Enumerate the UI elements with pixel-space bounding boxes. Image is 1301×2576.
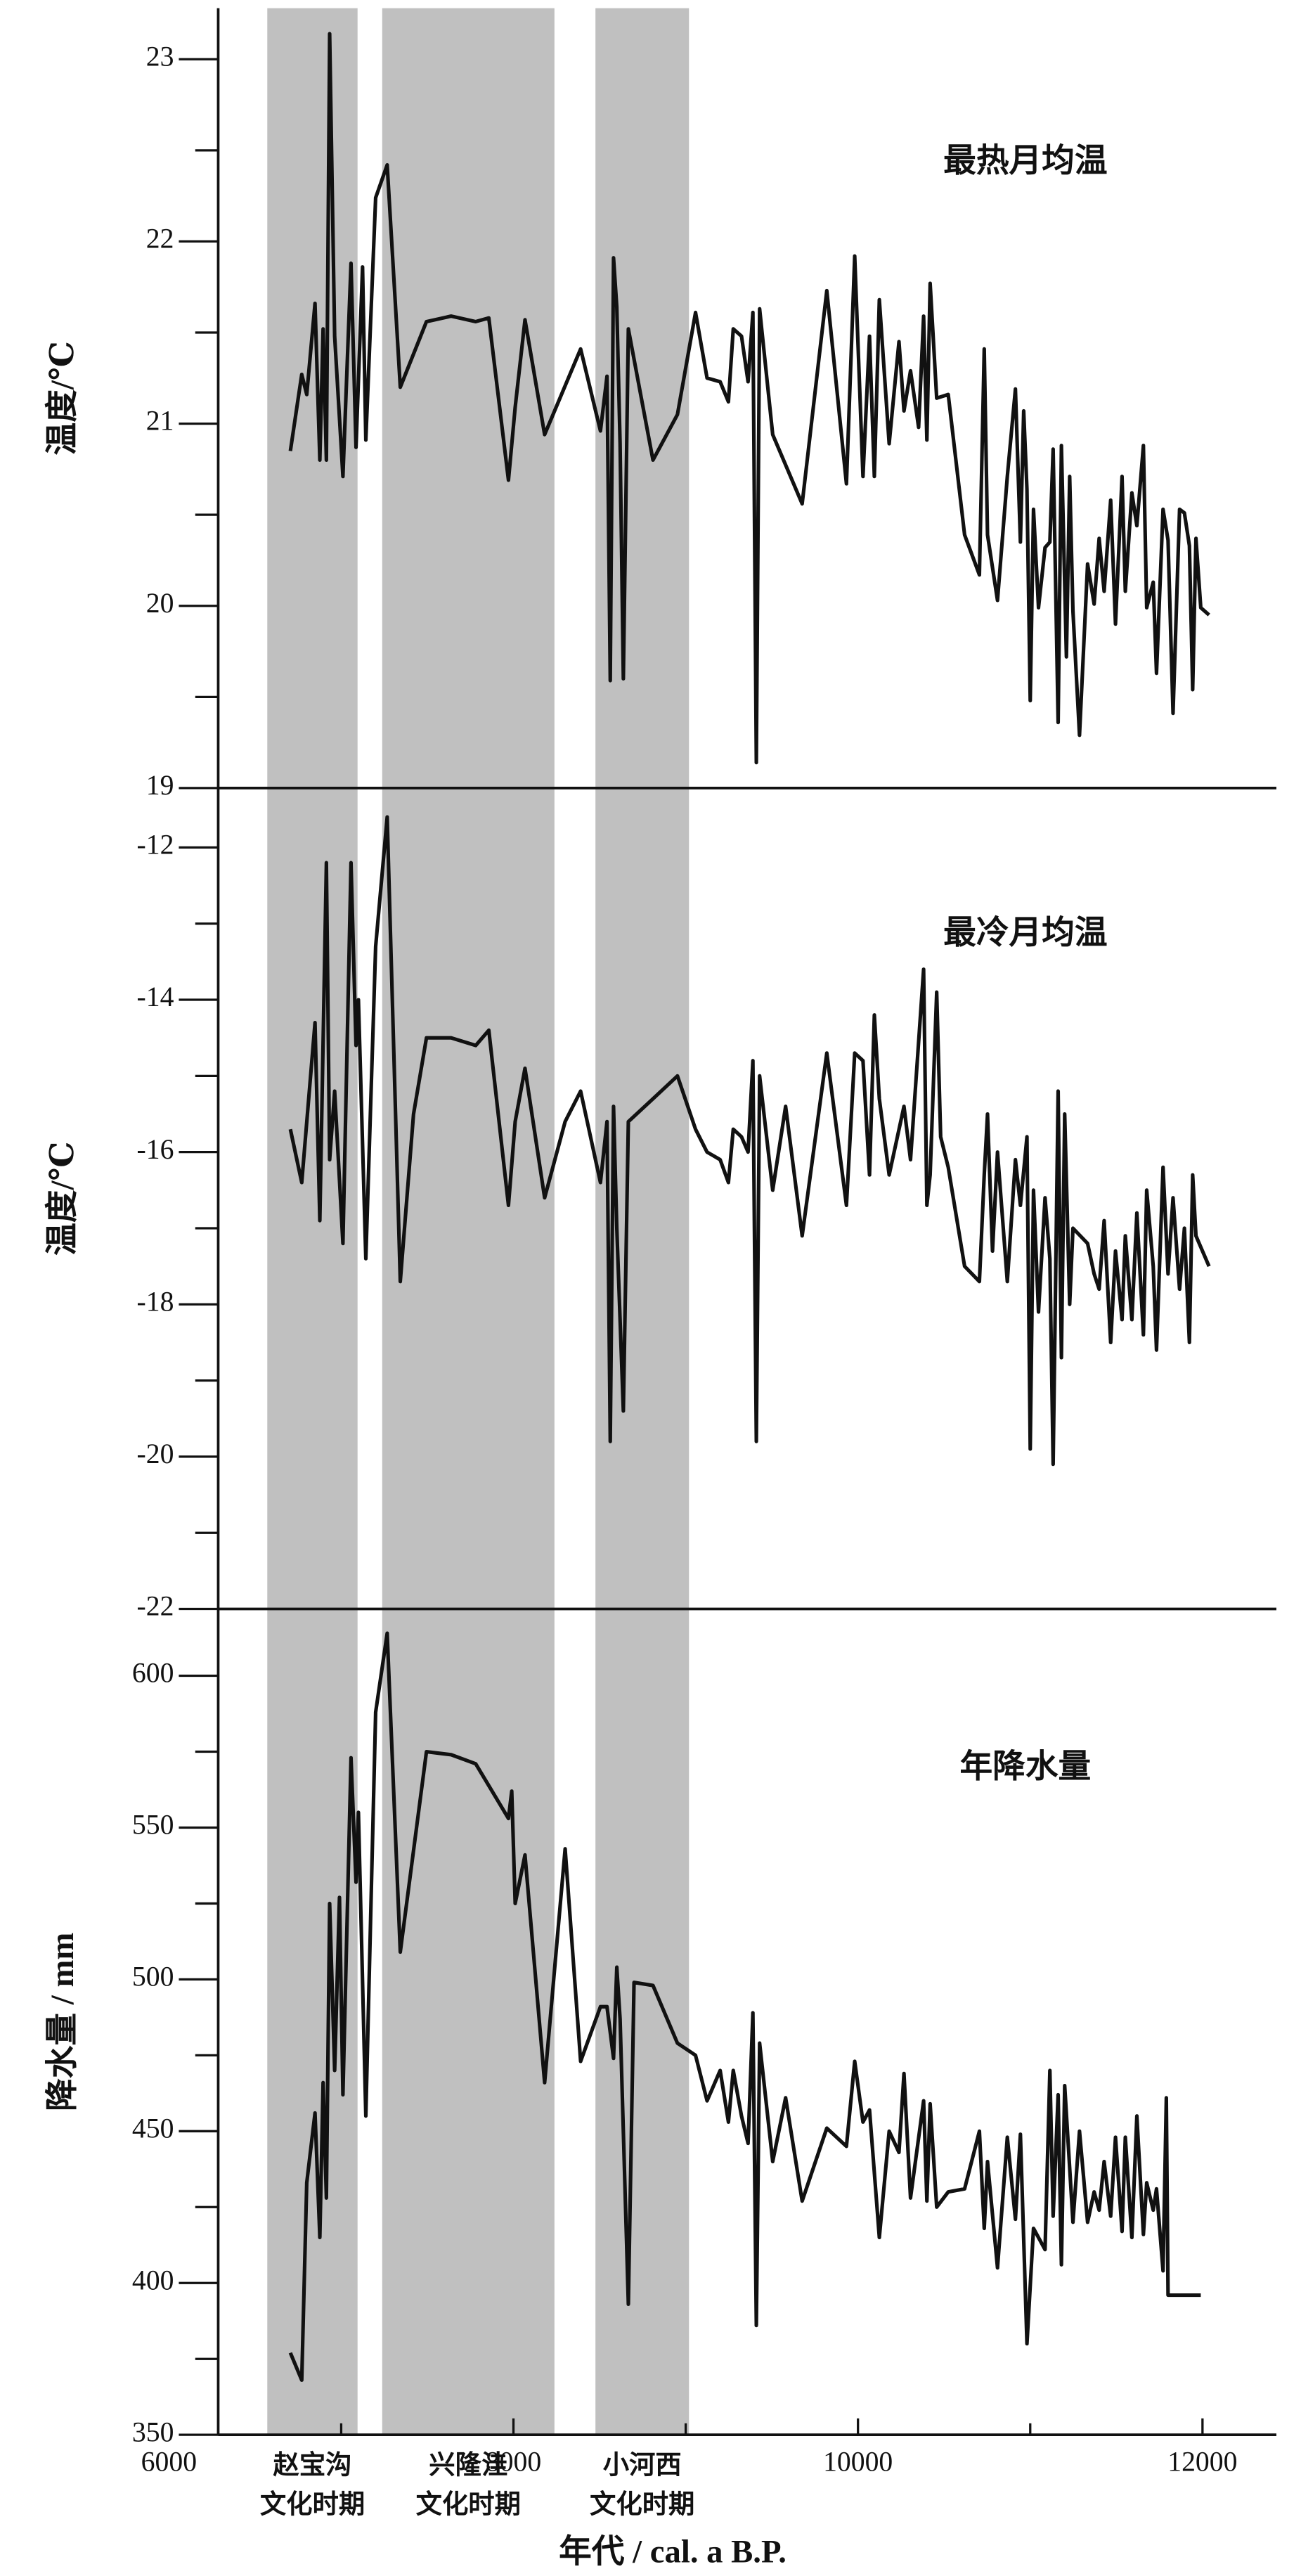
y-tick-label: -16: [137, 1134, 174, 1165]
y-tick-label: 19: [146, 770, 174, 801]
panel-title: 年降水量: [959, 1749, 1091, 1785]
y-tick-label: 550: [132, 1810, 174, 1841]
y-tick-label: -22: [137, 1591, 174, 1622]
y-tick-label: -12: [137, 830, 174, 861]
y-tick-label: 500: [132, 1961, 174, 1992]
x-tick-label: 6000: [141, 2446, 197, 2477]
period-name: 小河西: [603, 2450, 682, 2480]
y-tick-label: 22: [146, 224, 174, 255]
y-tick-label: -14: [137, 981, 174, 1012]
period-name: 兴隆洼: [429, 2450, 507, 2480]
period-band: [382, 8, 555, 2435]
y-tick-label: 20: [146, 588, 174, 619]
x-tick-label: 10000: [823, 2446, 893, 2477]
y-tick-label: 21: [146, 406, 174, 437]
data-line: [288, 815, 1211, 1467]
y-axis-label: 温度/℃: [44, 341, 81, 455]
y-tick-label: 600: [132, 1658, 174, 1689]
data-line: [288, 32, 1210, 765]
period-sub: 文化时期: [416, 2490, 521, 2519]
period-name: 赵宝沟: [273, 2450, 352, 2480]
y-tick-label: -20: [137, 1438, 174, 1469]
y-tick-label: 23: [146, 41, 174, 72]
x-tick-label: 8000: [486, 2446, 541, 2477]
y-axis-label: 降水量 / mm: [44, 1933, 81, 2111]
y-tick-label: 450: [132, 2113, 174, 2144]
data-line: [288, 1631, 1201, 2382]
period-sub: 文化时期: [590, 2490, 694, 2519]
period-sub: 文化时期: [260, 2490, 365, 2519]
y-tick-label: 350: [132, 2416, 174, 2447]
panel-title: 最热月均温: [943, 143, 1107, 179]
panel-title: 最冷月均温: [943, 915, 1107, 951]
x-axis-label: 年代 / cal. a B.P.: [559, 2533, 787, 2570]
y-tick-label: 400: [132, 2265, 174, 2295]
x-tick-label: 12000: [1167, 2446, 1237, 2477]
y-tick-label: -18: [137, 1286, 174, 1317]
y-axis-label: 温度/℃: [44, 1142, 81, 1256]
